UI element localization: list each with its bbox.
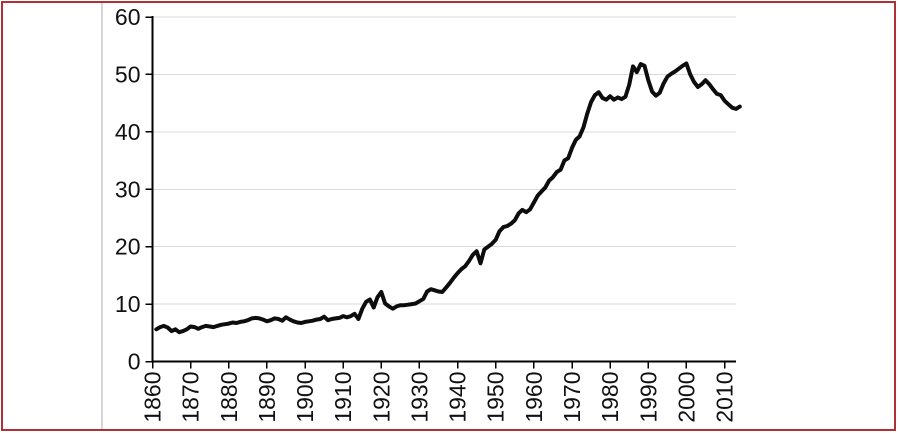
left-divider-line — [101, 3, 103, 429]
x-tick-label: 1880 — [216, 372, 242, 423]
y-tick-label: 60 — [115, 4, 141, 30]
x-tick-label: 1940 — [445, 372, 471, 423]
x-tick-label: 1980 — [597, 372, 623, 423]
y-tick-label: 40 — [115, 119, 141, 145]
y-tick-label: 30 — [115, 176, 141, 202]
y-tick-label: 10 — [115, 291, 141, 317]
x-tick-label: 1900 — [292, 372, 318, 423]
x-tick-label: 1950 — [483, 372, 509, 423]
series-line — [154, 61, 742, 335]
y-tick-label: 20 — [115, 234, 141, 260]
x-tick-label: 1930 — [406, 372, 432, 423]
x-tick-label: 1890 — [254, 372, 280, 423]
x-tick-label: 1870 — [178, 372, 204, 423]
x-tick-label: 1860 — [140, 372, 166, 423]
y-tick-label: 50 — [115, 61, 141, 87]
x-tick-label: 1920 — [368, 372, 394, 423]
x-tick-label: 1970 — [559, 372, 585, 423]
x-tick-label: 2000 — [673, 372, 699, 423]
x-tick-label: 1960 — [521, 372, 547, 423]
x-tick-label: 1990 — [635, 372, 661, 423]
y-tick-label: 0 — [128, 349, 141, 375]
x-tick-label: 1910 — [330, 372, 356, 423]
x-tick-label: 2010 — [712, 372, 738, 423]
